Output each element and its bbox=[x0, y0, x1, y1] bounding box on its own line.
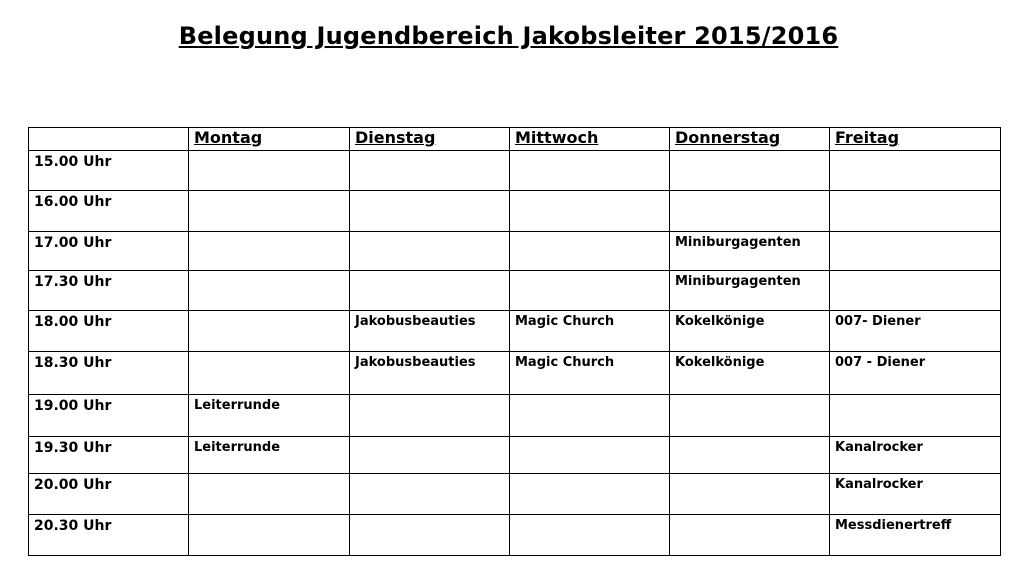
header-cell-donnerstag: Donnerstag bbox=[669, 127, 830, 151]
header-cell bbox=[28, 127, 189, 151]
schedule-cell bbox=[509, 514, 670, 556]
time-cell: 17.00 Uhr bbox=[28, 231, 189, 271]
schedule-cell: Magic Church bbox=[509, 310, 670, 352]
schedule-table: Montag Dienstag Mittwoch Donnerstag Frei… bbox=[28, 127, 1001, 556]
schedule-cell: Miniburgagenten bbox=[669, 231, 830, 271]
schedule-cell: Jakobusbeauties bbox=[349, 310, 510, 352]
schedule-cell bbox=[509, 473, 670, 515]
header-cell-mittwoch: Mittwoch bbox=[509, 127, 670, 151]
header-cell-dienstag: Dienstag bbox=[349, 127, 510, 151]
schedule-cell: Kokelkönige bbox=[669, 351, 830, 395]
schedule-cell bbox=[349, 270, 510, 311]
table-row: 20.30 Uhr Messdienertreff bbox=[28, 514, 1001, 556]
schedule-cell: Messdienertreff bbox=[829, 514, 1001, 556]
table-row: 18.30 Uhr Jakobusbeauties Magic Church Koke… bbox=[28, 351, 1001, 395]
schedule-cell bbox=[669, 514, 830, 556]
schedule-cell bbox=[188, 514, 350, 556]
schedule-cell bbox=[829, 394, 1001, 437]
time-cell: 16.00 Uhr bbox=[28, 190, 189, 232]
time-cell: 20.00 Uhr bbox=[28, 473, 189, 515]
schedule-cell bbox=[509, 394, 670, 437]
schedule-cell bbox=[829, 270, 1001, 311]
schedule-cell bbox=[349, 473, 510, 515]
schedule-cell bbox=[829, 150, 1001, 191]
time-cell: 15.00 Uhr bbox=[28, 150, 189, 191]
table-row: 19.30 Uhr Leiterrunde Kanalrocker bbox=[28, 436, 1001, 474]
time-cell: 19.30 Uhr bbox=[28, 436, 189, 474]
schedule-cell: Jakobusbeauties bbox=[349, 351, 510, 395]
schedule-cell bbox=[509, 436, 670, 474]
schedule-cell bbox=[829, 231, 1001, 271]
table-row: 17.00 Uhr Miniburgagenten bbox=[28, 231, 1001, 271]
schedule-cell bbox=[188, 150, 350, 191]
time-cell: 18.00 Uhr bbox=[28, 310, 189, 352]
schedule-cell bbox=[349, 514, 510, 556]
time-cell: 19.00 Uhr bbox=[28, 394, 189, 437]
page-title: Belegung Jugendbereich Jakobsleiter 2015… bbox=[178, 22, 839, 50]
schedule-cell: Kanalrocker bbox=[829, 436, 1001, 474]
schedule-cell bbox=[509, 231, 670, 271]
schedule-cell: 007- Diener bbox=[829, 310, 1001, 352]
table-row: 15.00 Uhr bbox=[28, 150, 1001, 191]
schedule-cell bbox=[349, 190, 510, 232]
header-row: Montag Dienstag Mittwoch Donnerstag Frei… bbox=[28, 127, 1001, 151]
time-cell: 18.30 Uhr bbox=[28, 351, 189, 395]
schedule-cell bbox=[509, 190, 670, 232]
schedule-cell bbox=[349, 436, 510, 474]
schedule-cell bbox=[349, 394, 510, 437]
schedule-cell bbox=[829, 190, 1001, 232]
schedule-cell bbox=[188, 473, 350, 515]
schedule-cell: Kanalrocker bbox=[829, 473, 1001, 515]
schedule-cell: Leiterrunde bbox=[188, 436, 350, 474]
schedule-cell: Miniburgagenten bbox=[669, 270, 830, 311]
schedule-cell bbox=[349, 231, 510, 271]
schedule-cell bbox=[669, 436, 830, 474]
schedule-cell bbox=[509, 270, 670, 311]
time-cell: 17.30 Uhr bbox=[28, 270, 189, 311]
schedule-cell: Leiterrunde bbox=[188, 394, 350, 437]
schedule-cell bbox=[669, 394, 830, 437]
table-row: 19.00 Uhr Leiterrunde bbox=[28, 394, 1001, 437]
table-row: 18.00 Uhr Jakobusbeauties Magic Church Koke… bbox=[28, 310, 1001, 352]
schedule-cell bbox=[669, 473, 830, 515]
schedule-cell bbox=[188, 310, 350, 352]
schedule-cell bbox=[188, 351, 350, 395]
header-cell-montag: Montag bbox=[188, 127, 350, 151]
schedule-cell bbox=[669, 190, 830, 232]
schedule-cell bbox=[188, 231, 350, 271]
schedule-cell bbox=[188, 270, 350, 311]
table-row: 16.00 Uhr bbox=[28, 190, 1001, 232]
table-row: 17.30 Uhr Miniburgagenten bbox=[28, 270, 1001, 311]
schedule-cell bbox=[188, 190, 350, 232]
schedule-cell: Magic Church bbox=[509, 351, 670, 395]
schedule-cell: 007 - Diener bbox=[829, 351, 1001, 395]
schedule-cell: Kokelkönige bbox=[669, 310, 830, 352]
schedule-cell bbox=[669, 150, 830, 191]
schedule-cell bbox=[349, 150, 510, 191]
table-row: 20.00 Uhr Kanalrocker bbox=[28, 473, 1001, 515]
schedule-cell bbox=[509, 150, 670, 191]
header-cell-freitag: Freitag bbox=[829, 127, 1001, 151]
time-cell: 20.30 Uhr bbox=[28, 514, 189, 556]
